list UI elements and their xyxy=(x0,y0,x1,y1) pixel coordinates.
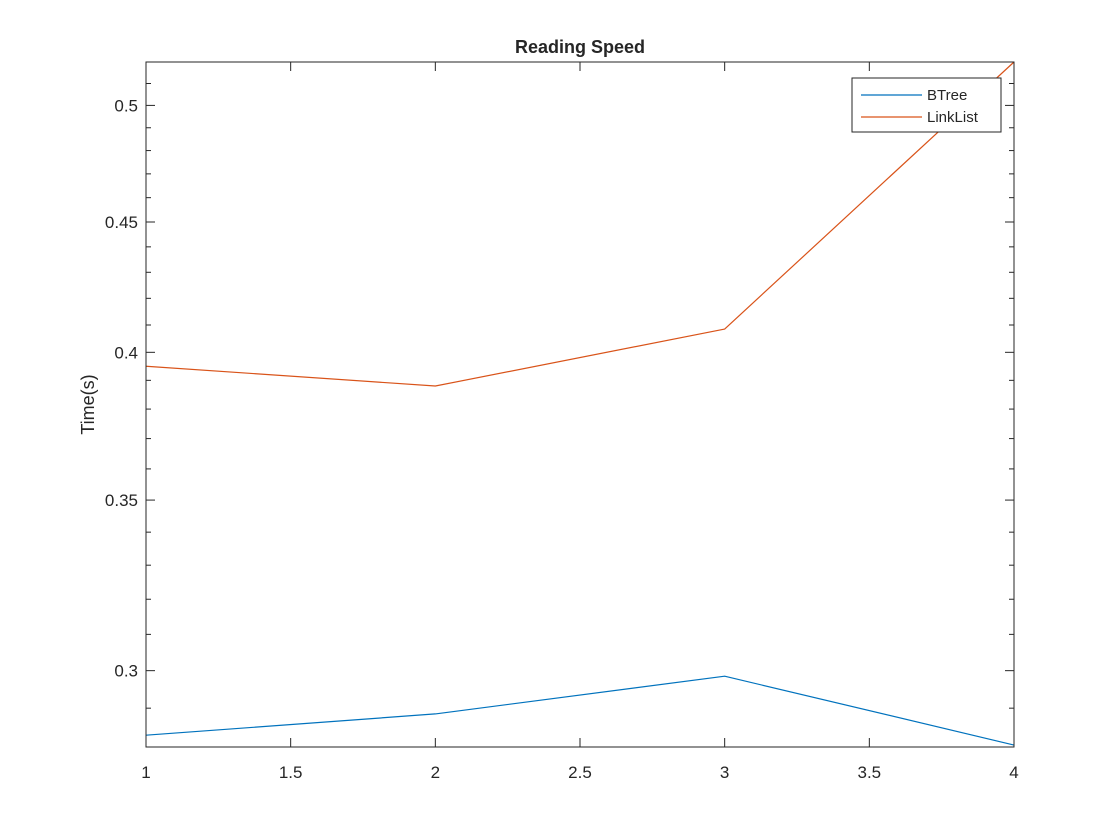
y-tick-label: 0.45 xyxy=(105,213,138,232)
series-line-linklist xyxy=(145,61,1015,387)
x-tick-label: 2.5 xyxy=(568,763,592,782)
y-tick-label: 0.3 xyxy=(114,662,138,681)
legend-box xyxy=(851,77,1002,133)
y-tick-label: 0.4 xyxy=(114,343,138,362)
y-tick-label: 0.5 xyxy=(114,96,138,115)
legend: BTree LinkList xyxy=(851,77,1002,133)
legend-label-btree: BTree xyxy=(927,87,967,104)
plot-frame xyxy=(145,61,1015,748)
series-layer xyxy=(145,61,1015,746)
x-tick-label: 2 xyxy=(431,763,440,782)
y-tick-label: 0.35 xyxy=(105,491,138,510)
x-tick-label: 3.5 xyxy=(858,763,882,782)
y-axis-label: Time(s) xyxy=(78,374,98,434)
x-tick-label: 3 xyxy=(720,763,729,782)
chart-title: Reading Speed xyxy=(515,37,645,57)
series-line-btree xyxy=(145,675,1015,746)
axis-ticks: 1 1.5 2 2.5 3 3.5 4 0.3 0.35 0.4 0.45 0.5 xyxy=(105,61,1019,782)
x-tick-label: 4 xyxy=(1009,763,1018,782)
x-tick-label: 1 xyxy=(141,763,150,782)
x-tick-label: 1.5 xyxy=(279,763,303,782)
legend-label-linklist: LinkList xyxy=(927,109,979,126)
